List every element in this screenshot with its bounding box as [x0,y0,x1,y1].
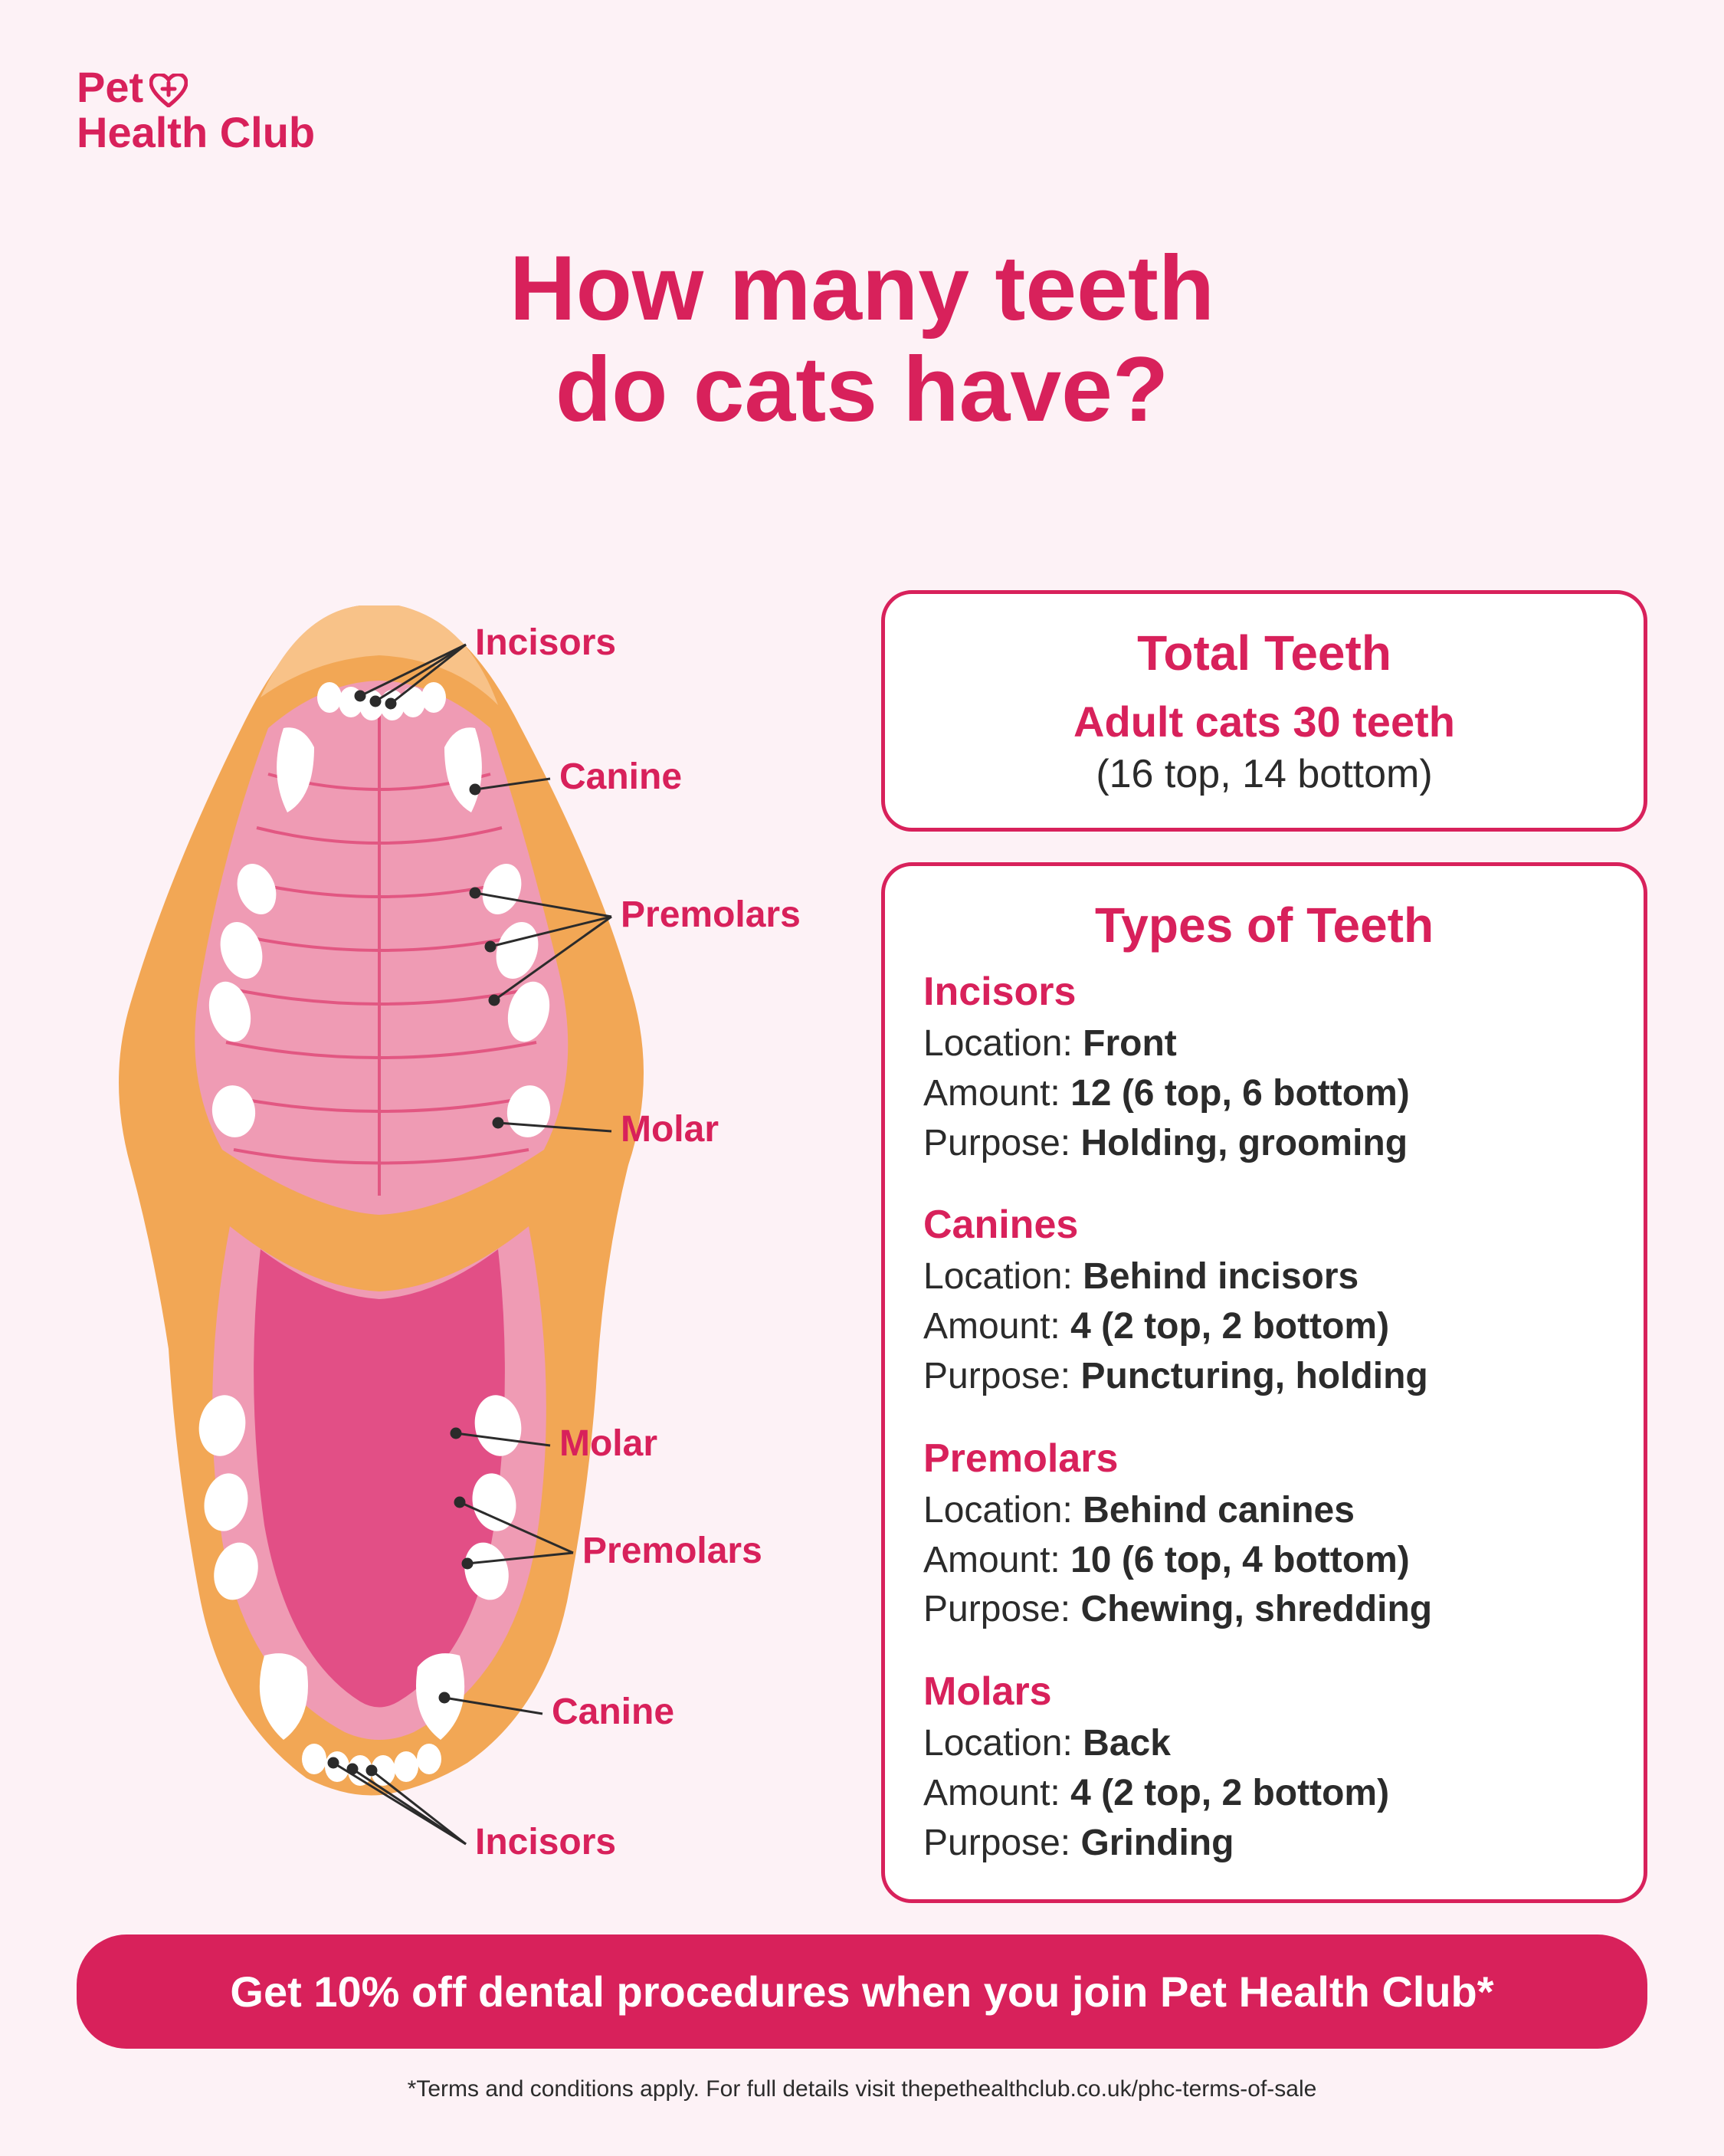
diagram-label: Incisors [475,1821,616,1863]
tooth-type-name: Canines [923,1202,1605,1248]
tooth-amount: Amount: 12 (6 top, 6 bottom) [923,1069,1605,1119]
diagram-label: Incisors [475,622,616,664]
total-teeth-box: Total Teeth Adult cats 30 teeth (16 top,… [881,590,1647,832]
brand-line2: Health Club [77,110,315,156]
heart-icon [149,71,188,104]
tooth-purpose: Purpose: Chewing, shredding [923,1585,1605,1635]
total-line2: (16 top, 14 bottom) [923,751,1605,797]
footnote: *Terms and conditions apply. For full de… [0,2076,1724,2102]
diagram-label: Premolars [621,894,801,936]
brand-logo: Pet Health Club [77,65,315,156]
mouth-diagram: Incisors Canine Premolars Molar Molar Premola… [69,582,851,1916]
tooth-type-name: Incisors [923,969,1605,1015]
tooth-location: Location: Behind incisors [923,1252,1605,1302]
tooth-amount: Amount: 4 (2 top, 2 bottom) [923,1302,1605,1352]
tooth-type-block: CaninesLocation: Behind incisorsAmount: … [923,1202,1605,1401]
tooth-location: Location: Behind canines [923,1486,1605,1536]
tooth-location: Location: Front [923,1019,1605,1069]
total-heading: Total Teeth [923,625,1605,681]
diagram-label: Molar [559,1423,657,1465]
info-column: Total Teeth Adult cats 30 teeth (16 top,… [881,590,1647,1934]
diagram-label: Canine [552,1691,674,1733]
promo-banner: Get 10% off dental procedures when you j… [77,1934,1647,2049]
title-line2: do cats have? [0,339,1724,440]
tooth-purpose: Purpose: Puncturing, holding [923,1352,1605,1402]
tooth-purpose: Purpose: Grinding [923,1819,1605,1869]
tooth-type-name: Premolars [923,1436,1605,1482]
title-line1: How many teeth [0,238,1724,339]
tooth-type-block: IncisorsLocation: FrontAmount: 12 (6 top… [923,969,1605,1168]
tooth-type-block: MolarsLocation: BackAmount: 4 (2 top, 2 … [923,1669,1605,1868]
tooth-purpose: Purpose: Holding, grooming [923,1119,1605,1169]
tooth-amount: Amount: 4 (2 top, 2 bottom) [923,1769,1605,1819]
tooth-amount: Amount: 10 (6 top, 4 bottom) [923,1536,1605,1586]
types-box: Types of Teeth IncisorsLocation: FrontAm… [881,862,1647,1903]
types-heading: Types of Teeth [923,897,1605,953]
diagram-label: Molar [621,1108,719,1150]
tooth-type-block: PremolarsLocation: Behind caninesAmount:… [923,1436,1605,1635]
page-title: How many teeth do cats have? [0,238,1724,440]
diagram-label: Canine [559,756,682,798]
total-line1: Adult cats 30 teeth [923,697,1605,747]
tooth-type-name: Molars [923,1669,1605,1715]
diagram-label: Premolars [582,1530,762,1572]
brand-line1: Pet [77,65,143,110]
tooth-location: Location: Back [923,1719,1605,1769]
